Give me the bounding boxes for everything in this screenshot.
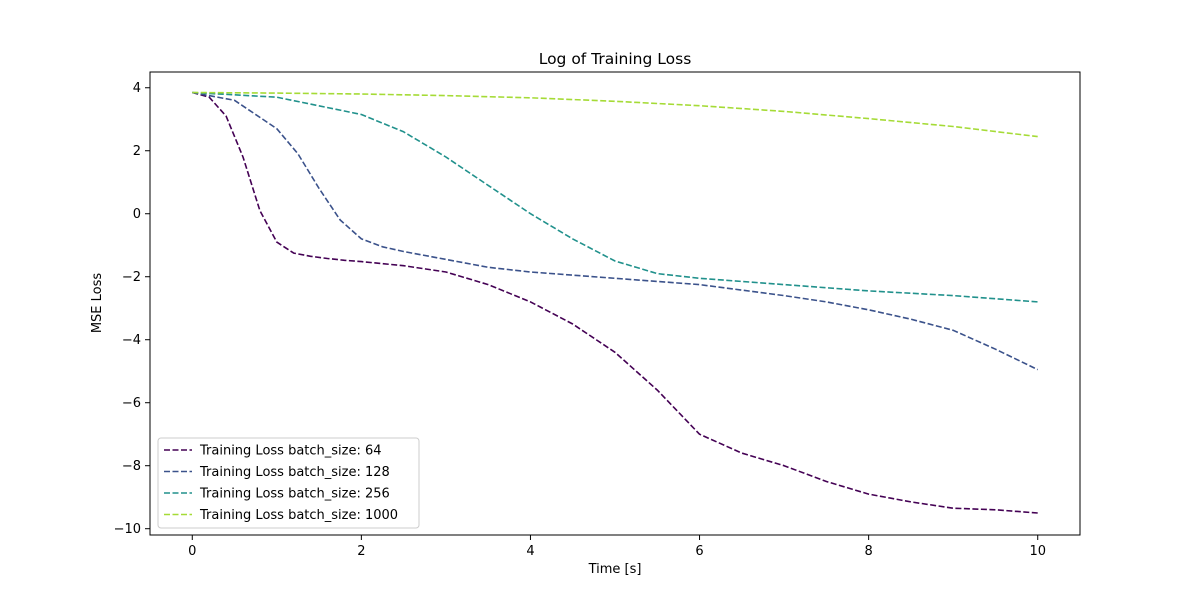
y-axis-label: MSE Loss [90,273,105,334]
plot-series-group [192,91,1039,514]
x-axis: 0 2 4 6 8 10 [188,535,1046,559]
legend-box [157,437,420,529]
series-line-2 [192,91,1038,303]
y-tick-label: 0 [133,207,141,222]
y-tick-label: −4 [122,333,141,348]
y-tick-label: −2 [122,270,141,285]
x-tick-label: 2 [357,544,365,559]
x-tick-label: 10 [1029,544,1046,559]
y-tick-label: 4 [133,81,141,96]
y-tick-label: −6 [122,396,141,411]
series-line-3 [192,91,1038,138]
legend-entry-label: Training Loss batch_size: 64 [199,444,382,459]
x-tick-label: 4 [526,544,534,559]
series-line-1 [192,91,1039,371]
y-tick-label: −10 [114,522,141,537]
y-tick-label: −8 [122,459,141,474]
plot-frame [149,71,1081,536]
x-axis-label: Time [s] [588,562,642,577]
legend-entry-label: Training Loss batch_size: 128 [199,465,390,480]
legend-entry-label: Training Loss batch_size: 1000 [199,508,398,523]
series-line-0 [192,91,1038,514]
chart-title: Log of Training Loss [539,50,692,68]
y-axis: −10 −8 −6 −4 −2 0 2 4 [114,81,150,537]
x-tick-label: 6 [695,544,703,559]
x-tick-label: 8 [864,544,872,559]
legend-entry-label: Training Loss batch_size: 256 [199,487,390,502]
x-tick-label: 0 [188,544,196,559]
legend: Training Loss batch_size: 64 Training Los… [157,437,420,529]
y-tick-label: 2 [133,144,141,159]
